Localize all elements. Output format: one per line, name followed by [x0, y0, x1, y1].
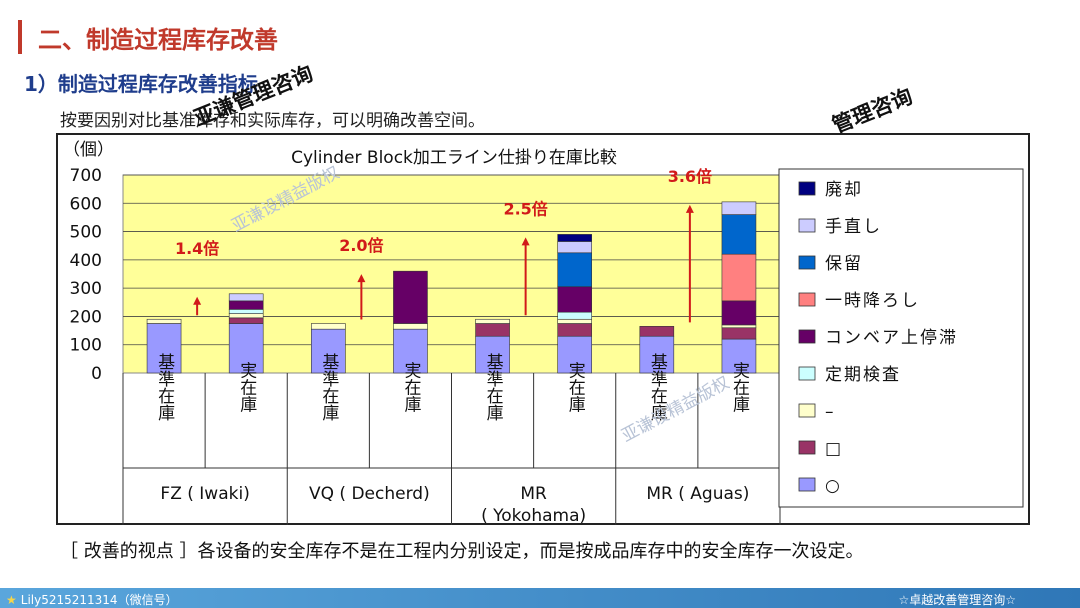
bar-segment: [228, 309, 264, 314]
legend-label: –: [825, 402, 836, 422]
y-tick-label: 0: [91, 364, 102, 384]
bar-segment: [228, 293, 264, 302]
x-group-label: ( Yokohama): [481, 506, 586, 525]
legend-swatch: [798, 329, 816, 344]
y-tick-label: 500: [70, 223, 102, 243]
bar-segment: [228, 313, 264, 319]
bar-segment: [228, 300, 264, 310]
bar-segment: [311, 323, 346, 330]
footer-contact: ★ Lily5215211314（微信号）: [6, 591, 178, 608]
chart-frame: [56, 133, 1030, 525]
watermark-text: 管理咨询: [828, 84, 916, 138]
bar-segment: [639, 335, 675, 374]
intro-text: 按要因别对比基准库存和实际库存，可以明确改善空间。: [60, 111, 485, 131]
bar-segment: [721, 253, 757, 302]
bar-segment: [557, 234, 592, 242]
bar-segment: [475, 335, 510, 374]
bar-segment: [721, 324, 757, 329]
chart-title: Cylinder Block加工ライン仕掛り在庫比較: [291, 148, 617, 168]
arrowhead-icon: [521, 237, 530, 246]
footer-brand: ☆卓越改善管理咨询☆: [898, 593, 1016, 607]
bar-segment: [475, 318, 510, 324]
legend-swatch: [798, 292, 816, 307]
bar-segment: [146, 318, 182, 324]
arrowhead-icon: [357, 274, 366, 283]
bar-segment: [557, 241, 592, 254]
x-category-label: 基準在庫: [318, 353, 339, 421]
bar-segment: [557, 286, 592, 313]
growth-ratio-label: 1.4倍: [175, 239, 219, 258]
star-icon: ★: [6, 593, 17, 607]
legend-swatch: [798, 403, 816, 418]
x-category-label: 実在庫: [729, 361, 750, 412]
x-category-label: 基準在庫: [483, 353, 504, 421]
legend-swatch: [798, 477, 816, 492]
y-tick-label: 100: [70, 336, 102, 356]
bar-segment: [311, 328, 346, 374]
x-group-label: FZ ( Iwaki): [160, 484, 249, 504]
x-category-label: 実在庫: [236, 361, 257, 412]
legend-label: ○: [825, 476, 842, 496]
growth-ratio-label: 2.0倍: [339, 236, 383, 255]
legend-label: 保留: [825, 254, 863, 274]
bar-segment: [557, 311, 592, 320]
x-group-label: MR: [520, 484, 547, 504]
legend-label: コンベア上停滞: [825, 328, 958, 348]
bar-segment: [721, 201, 757, 215]
bar-segment: [228, 317, 264, 324]
arrowhead-icon: [193, 296, 202, 305]
bar-segment: [721, 327, 757, 340]
bar-segment: [146, 323, 182, 374]
growth-ratio-label: 3.6倍: [668, 167, 712, 186]
legend-label: 一時降ろし: [825, 291, 920, 311]
bar-segment: [228, 323, 264, 374]
y-tick-label: 600: [70, 194, 102, 214]
y-tick-label: 700: [70, 166, 102, 186]
slide-subtitle: 1）制造过程库存改善指标: [24, 72, 258, 96]
y-tick-label: 400: [70, 251, 102, 271]
x-category-label: 実在庫: [565, 361, 586, 412]
legend-swatch: [798, 366, 816, 381]
slide-title: 二、制造过程库存改善: [38, 26, 278, 54]
legend-label: □: [825, 439, 843, 459]
plot-area: [122, 174, 781, 374]
arrowhead-icon: [685, 204, 694, 213]
legend-swatch: [798, 440, 816, 455]
footer-contact-text: Lily5215211314（微信号）: [20, 593, 178, 607]
title-accent-bar: [18, 20, 22, 54]
x-group-label: MR ( Aguas): [646, 484, 749, 504]
legend-swatch: [798, 181, 816, 196]
inventory-comparison-chart: （個） Cylinder Block加工ライン仕掛り在庫比較 0 100 200 300 4…: [63, 140, 1024, 525]
x-category-label: 実在庫: [400, 361, 421, 412]
bar-segment: [557, 323, 592, 337]
x-group-label: VQ ( Decherd): [309, 484, 430, 504]
bar-segment: [639, 326, 675, 337]
bar-segment: [557, 335, 592, 374]
bar-segment: [721, 214, 757, 255]
legend-swatch: [798, 255, 816, 270]
bar-segment: [557, 318, 592, 324]
bar-segment: [393, 323, 428, 330]
legend-box: [778, 168, 1024, 508]
legend-swatch: [798, 218, 816, 233]
bar-segment: [721, 300, 757, 326]
bar-segment: [393, 270, 428, 324]
bar-segment: [557, 252, 592, 288]
legend-label: 手直し: [825, 217, 882, 237]
legend-label: 廃却: [825, 180, 863, 200]
legend-label: 定期検査: [825, 365, 901, 385]
growth-ratio-label: 2.5倍: [503, 199, 547, 218]
bar-segment: [721, 338, 757, 374]
y-tick-label: 300: [70, 279, 102, 299]
x-category-label: 基準在庫: [647, 353, 668, 421]
x-category-label: 基準在庫: [154, 353, 175, 421]
bar-segment: [393, 328, 428, 374]
y-tick-label: 200: [70, 307, 102, 327]
bar-segment: [475, 323, 510, 337]
y-axis-label: （個）: [63, 140, 114, 160]
improvement-viewpoint-note: ［ 改善的视点 ］各设备的安全库存不是在工程内分别设定，而是按成品库存中的安全库…: [60, 541, 864, 562]
footer-bar: ★ Lily5215211314（微信号） ☆卓越改善管理咨询☆: [0, 588, 1080, 608]
